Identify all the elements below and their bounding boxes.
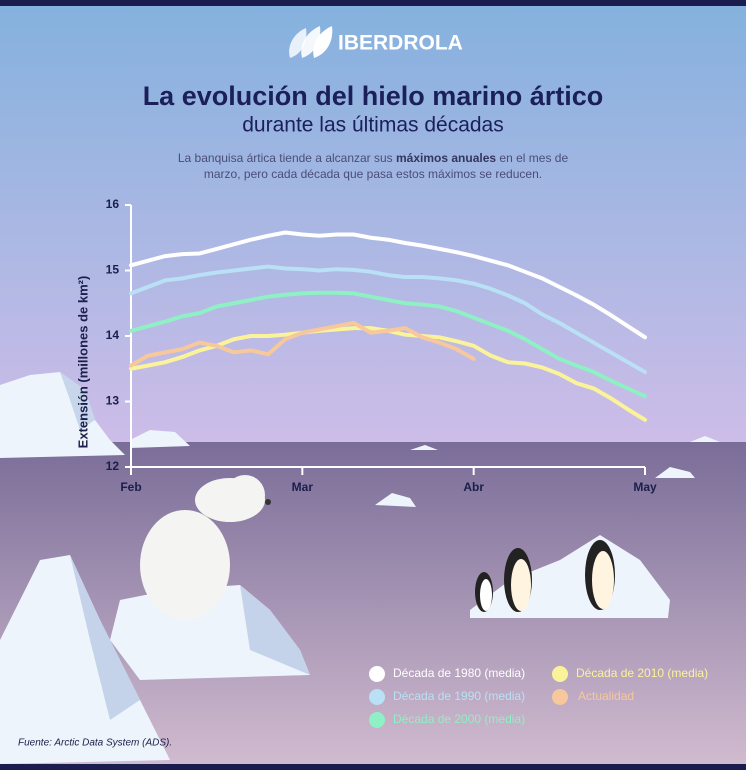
series-line (129, 264, 647, 375)
legend-marker (552, 689, 568, 705)
legend-label: Actualidad (578, 689, 634, 703)
y-tick-label: 15 (106, 263, 120, 277)
legend-marker (369, 712, 385, 728)
frame (0, 0, 746, 6)
logo (289, 26, 333, 58)
y-tick-label: 12 (106, 459, 120, 473)
legend-label: Década de 1980 (media) (393, 666, 525, 680)
frame (0, 764, 746, 770)
decor (0, 372, 720, 764)
sky (0, 0, 746, 442)
legend-label: Década de 2010 (media) (576, 666, 708, 680)
description-text: en el mes de marzo, pero cada década que… (203, 151, 569, 181)
legend-label: Década de 1990 (media) (393, 689, 525, 703)
x-tick-label: Feb (120, 480, 141, 494)
brand: IBERDROLA (338, 32, 463, 55)
description-bold: máximos anuales (396, 151, 497, 165)
chart-title: La evolución del hielo marino ártico (143, 81, 604, 111)
y-tick-label: 13 (106, 394, 120, 408)
series-line (129, 320, 476, 368)
legend-marker (369, 689, 385, 705)
series-line (129, 290, 647, 399)
legend-marker (552, 666, 568, 682)
y-tick-label: 16 (106, 197, 120, 211)
legend-marker (369, 666, 385, 682)
x-tick-label: May (633, 480, 657, 494)
description-text: La banquisa ártica tiende a alcanzar sus (177, 151, 397, 165)
source: Fuente: Arctic Data System (ADS). (18, 738, 172, 749)
series-line (129, 230, 647, 340)
description: La banquisa ártica tiende a alcanzar sus… (170, 150, 576, 182)
chart-subtitle: durante las últimas décadas (242, 114, 504, 137)
x-tick-label: Abr (463, 480, 484, 494)
x-tick-label: Mar (292, 480, 314, 494)
y-tick-label: 14 (106, 328, 120, 342)
legend-label: Década de 2000 (media) (393, 712, 525, 726)
y-axis-label: Extensión (millones de km²) (75, 276, 90, 449)
